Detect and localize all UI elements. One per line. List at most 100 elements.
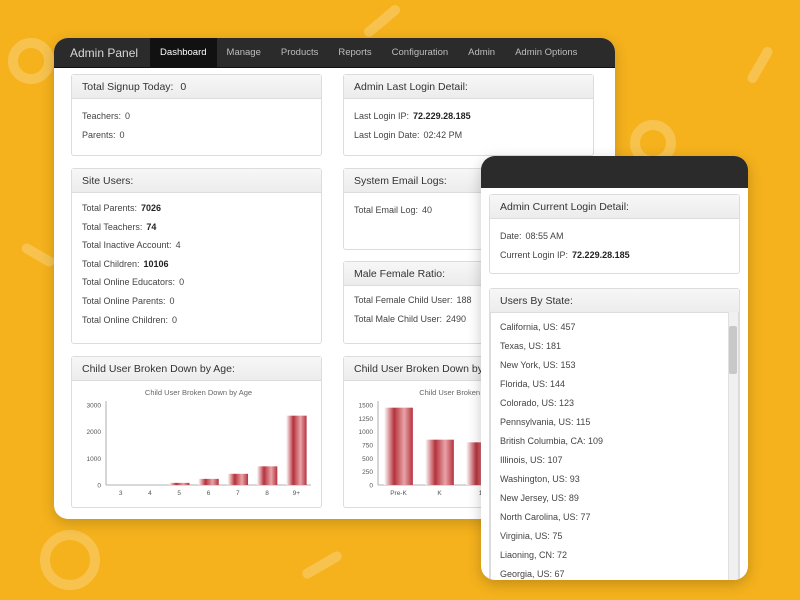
bar-K (425, 439, 454, 485)
row-value: 0 (169, 295, 175, 306)
site-users-row: Total Teachers: 74 (82, 218, 311, 237)
x-tick-label: 5 (177, 490, 181, 497)
state-list-item: Pennsylvania, US: 115 (500, 417, 591, 427)
state-list-scrollbar[interactable] (728, 312, 738, 580)
row-label: Total Inactive Account: (82, 240, 172, 251)
last-login-row: Last Login Date: 02:42 PM (354, 126, 583, 145)
background-ring (8, 38, 54, 84)
current-login-header: Admin Current Login Detail: (490, 195, 739, 219)
row-label: Total Teachers: (82, 221, 143, 232)
row-label: Last Login IP: (354, 111, 410, 121)
state-list-item: Washington, US: 93 (500, 474, 580, 484)
bar-Pre-K (384, 407, 413, 485)
state-list-item: Colorado, US: 123 (500, 398, 575, 408)
site-users-row: Total Online Children: 0 (82, 311, 311, 330)
nav-admin-options[interactable]: Admin Options (515, 46, 578, 58)
y-tick-label: 250 (362, 469, 373, 476)
row-value: 4 (175, 240, 181, 251)
row-value: 72.229.28.185 (572, 249, 630, 260)
row-value: 74 (146, 221, 157, 232)
bar-9+ (286, 415, 307, 485)
top-navigation-bar: Admin Panel Dashboard Manage Products Re… (54, 38, 615, 68)
state-list-item: Florida, US: 144 (500, 379, 566, 389)
nav-reports[interactable]: Reports (338, 46, 372, 58)
x-tick-label: 1 (479, 490, 483, 497)
row-value: 2490 (446, 313, 467, 324)
y-tick-label: 1250 (359, 416, 374, 423)
row-value: 188 (456, 295, 472, 305)
state-list-item: Liaoning, CN: 72 (500, 550, 568, 560)
row-label: Current Login IP: (500, 249, 569, 260)
email-logs-row: Total Email Log: 40 (354, 201, 583, 220)
x-tick-label: 4 (148, 490, 152, 497)
site-users-row: Total Children: 10106 (82, 255, 311, 274)
row-value: 40 (422, 205, 433, 215)
nav-configuration[interactable]: Configuration (391, 46, 449, 58)
signup-count: 0 (180, 81, 187, 93)
signup-title: Total Signup Today: (82, 81, 174, 93)
popup-title-bar (481, 156, 748, 188)
bar-6 (198, 478, 219, 485)
state-list-item: New York, US: 153 (500, 360, 576, 370)
state-list-item: Georgia, US: 67 (500, 569, 565, 579)
x-tick-label: Pre-K (390, 490, 407, 497)
ratio-row: Total Male Child User: 2490 (354, 310, 583, 329)
site-users-row: Total Parents: 7026 (82, 199, 311, 218)
row-label: Total Online Parents: (82, 295, 166, 306)
y-tick-label: 1000 (359, 429, 374, 436)
y-tick-label: 0 (369, 483, 373, 490)
row-label: Teachers: (82, 111, 122, 121)
nav-dashboard[interactable]: Dashboard (150, 38, 217, 68)
current-login-row: Current Login IP: 72.229.28.185 (500, 246, 729, 265)
last-login-row: Last Login IP: 72.229.28.185 (354, 107, 583, 126)
site-users-panel: Site Users: Total Parents: 7026 Total Tea… (71, 168, 322, 344)
signup-row: Parents: 0 (82, 126, 311, 145)
background-stroke (19, 241, 57, 269)
y-tick-label: 750 (362, 443, 373, 450)
bar-7 (227, 473, 249, 485)
background-stroke (361, 3, 403, 39)
row-value: 0 (172, 314, 178, 325)
row-label: Date: (500, 231, 522, 241)
age-chart-header: Child User Broken Down by Age: (72, 357, 321, 381)
current-login-panel: Admin Current Login Detail: Date: 08:55 A… (489, 194, 740, 274)
y-tick-label: 3000 (87, 403, 102, 410)
site-users-row: Total Online Parents: 0 (82, 292, 311, 311)
signup-row: Teachers: 0 (82, 107, 311, 126)
x-tick-label: 8 (265, 490, 269, 497)
row-value: 10106 (143, 258, 169, 269)
x-tick-label: 6 (207, 490, 211, 497)
x-tick-label: 3 (119, 490, 123, 497)
state-list-item: Virginia, US: 75 (500, 531, 563, 541)
state-list-item: British Columbia, CA: 109 (500, 436, 604, 446)
background-ring (40, 530, 100, 590)
state-list-item: Texas, US: 181 (500, 341, 562, 351)
admin-login-popup-window: Admin Current Login Detail: Date: 08:55 A… (481, 156, 748, 580)
nav-products[interactable]: Products (280, 46, 319, 58)
bar-5 (168, 482, 190, 485)
y-tick-label: 0 (97, 483, 101, 490)
last-login-header: Admin Last Login Detail: (344, 75, 593, 99)
admin-panel-brand[interactable]: Admin Panel (70, 45, 139, 60)
row-value: 7026 (141, 203, 162, 213)
row-value: 02:42 PM (423, 129, 463, 140)
row-label: Total Male Child User: (354, 313, 443, 324)
row-label: Last Login Date: (354, 129, 420, 140)
row-value: 08:55 AM (525, 231, 564, 241)
chart-title: Child User Broken Down by Gr (419, 388, 522, 397)
users-by-state-header: Users By State: (490, 289, 739, 313)
row-label: Total Children: (82, 258, 140, 269)
current-login-row: Date: 08:55 AM (500, 227, 729, 246)
scrollbar-thumb[interactable] (729, 326, 737, 374)
row-label: Parents: (82, 129, 116, 140)
row-label: Total Online Educators: (82, 277, 176, 288)
nav-manage[interactable]: Manage (226, 46, 261, 58)
state-list-item: North Carolina, US: 77 (500, 512, 591, 522)
users-by-state-list[interactable]: California, US: 457 Texas, US: 181 New Y… (490, 312, 739, 580)
y-tick-label: 2000 (87, 429, 102, 436)
x-tick-label: 7 (236, 490, 240, 497)
row-label: Total Online Children: (82, 314, 169, 325)
nav-admin[interactable]: Admin (468, 46, 496, 58)
background-stroke (745, 45, 775, 85)
bar-8 (256, 466, 278, 485)
